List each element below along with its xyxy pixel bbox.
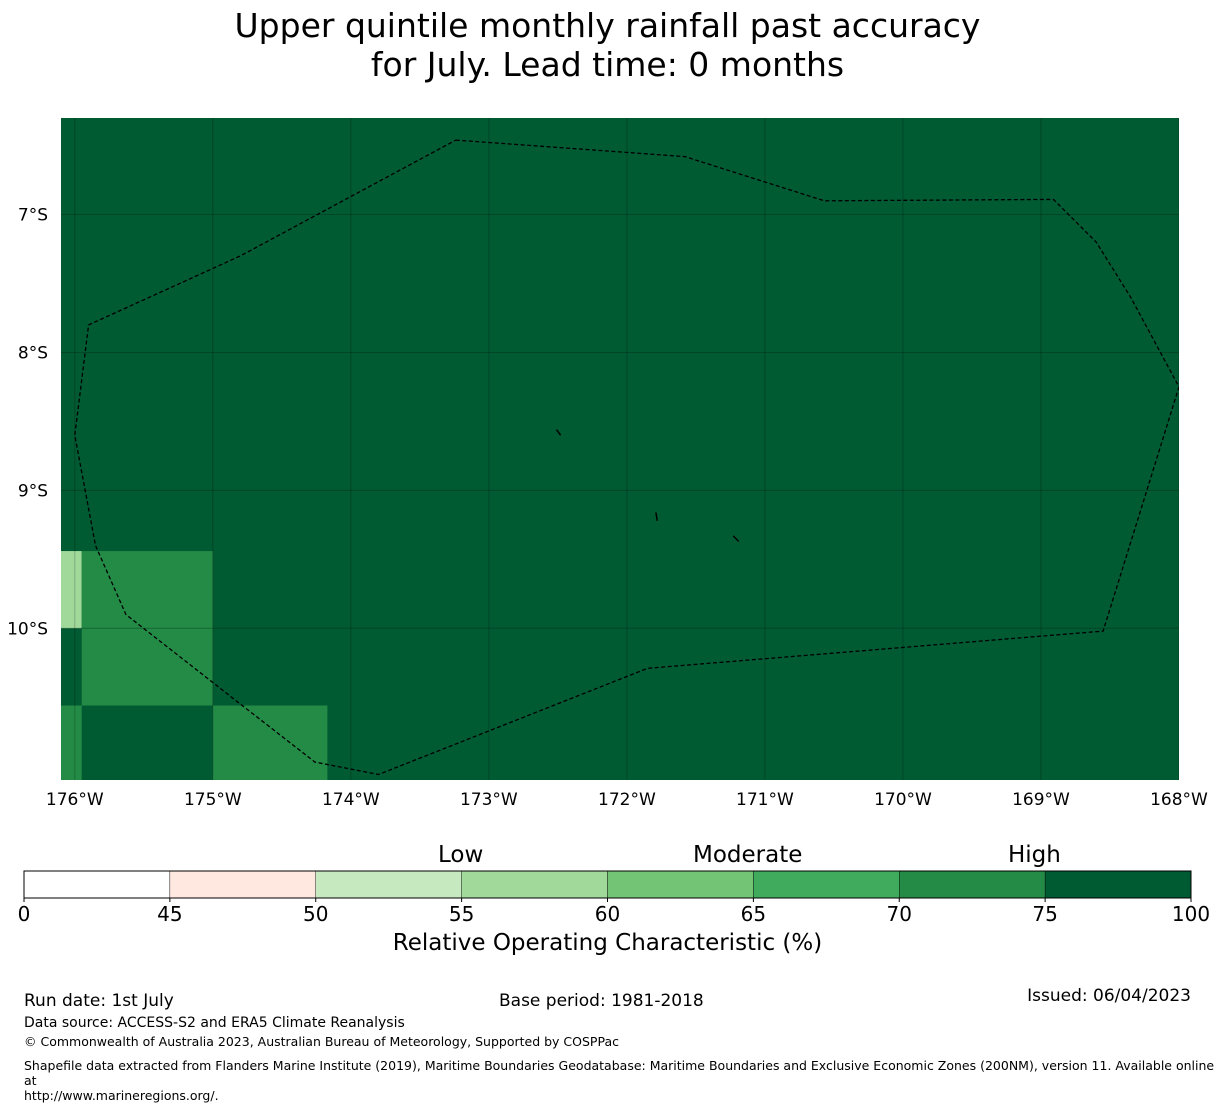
issued-date: Issued: 06/04/2023 [1027,986,1191,1006]
copyright: © Commonwealth of Australia 2023, Austra… [24,1034,619,1049]
longitude-tick-label: 170°W [874,790,932,810]
colorbar-segment [23,870,171,899]
category-high-label: High [1008,842,1061,868]
longitude-tick-label: 173°W [460,790,518,810]
colorbar-tick-label: 55 [449,902,474,926]
latitude-tick-label: 9°S [18,481,48,501]
colorbar-tick-label: 70 [887,902,912,926]
colorbar-segment [169,870,316,899]
latitude-tick-label: 10°S [7,619,48,639]
colorbar-axis-label: Relative Operating Characteristic (%) [392,930,823,956]
shapefile-credit-line-1: Shapefile data extracted from Flanders M… [24,1058,1215,1088]
colorbar-tick-label: 60 [595,902,620,926]
colorbar-tick-label: 100 [1172,902,1210,926]
grid-cell [61,551,82,629]
longitude-tick-label: 172°W [598,790,656,810]
island-outline [732,535,740,542]
longitude-tick-label: 176°W [46,790,104,810]
colorbar-tick-label: 0 [18,902,31,926]
colorbar-segment [899,870,1046,899]
colorbar-segment [461,870,608,899]
colorbar: 0 45 50 55 60 65 70 75 100 [18,870,1210,926]
grid-cell [81,551,213,629]
longitude-tick-label: 171°W [736,790,794,810]
title-line-1: Upper quintile monthly rainfall past acc… [234,6,981,45]
colorbar-segment [607,870,754,899]
island-outline [655,512,659,521]
data-source: Data source: ACCESS-S2 and ERA5 Climate … [24,1015,405,1031]
map-background [61,118,1179,780]
map-panel: 176°W 175°W 174°W 173°W 172°W 171°W 170°W 169°W… [7,118,1208,810]
category-moderate-label: Moderate [693,842,803,868]
latitude-tick-label: 7°S [18,206,48,226]
colorbar-tick-label: 45 [157,902,182,926]
map-title: Upper quintile monthly rainfall past acc… [0,6,1215,84]
grid-cell [61,705,82,780]
base-period: Base period: 1981-2018 [499,991,704,1011]
latitude-tick-label: 8°S [18,343,48,363]
colorbar-tick-label: 75 [1032,902,1057,926]
longitude-tick-label: 174°W [322,790,380,810]
colorbar-segment [753,870,900,899]
colorbar-segment [315,870,462,899]
shapefile-credit: Shapefile data extracted from Flanders M… [24,1058,1215,1103]
colorbar-tick-label: 50 [303,902,328,926]
shapefile-credit-line-2: http://www.marineregions.org/. [24,1088,219,1103]
eez-boundary [74,139,1179,776]
category-low-label: Low [438,842,484,868]
grid-cell [81,628,213,706]
longitude-tick-label: 175°W [184,790,242,810]
island-outline [555,429,562,436]
colorbar-segment [1044,870,1192,899]
longitude-tick-label: 169°W [1012,790,1070,810]
title-line-2: for July. Lead time: 0 months [370,45,845,84]
longitude-tick-label: 168°W [1150,790,1208,810]
colorbar-tick-label: 65 [741,902,766,926]
run-date: Run date: 1st July [24,991,174,1011]
grid-cell [212,705,328,780]
